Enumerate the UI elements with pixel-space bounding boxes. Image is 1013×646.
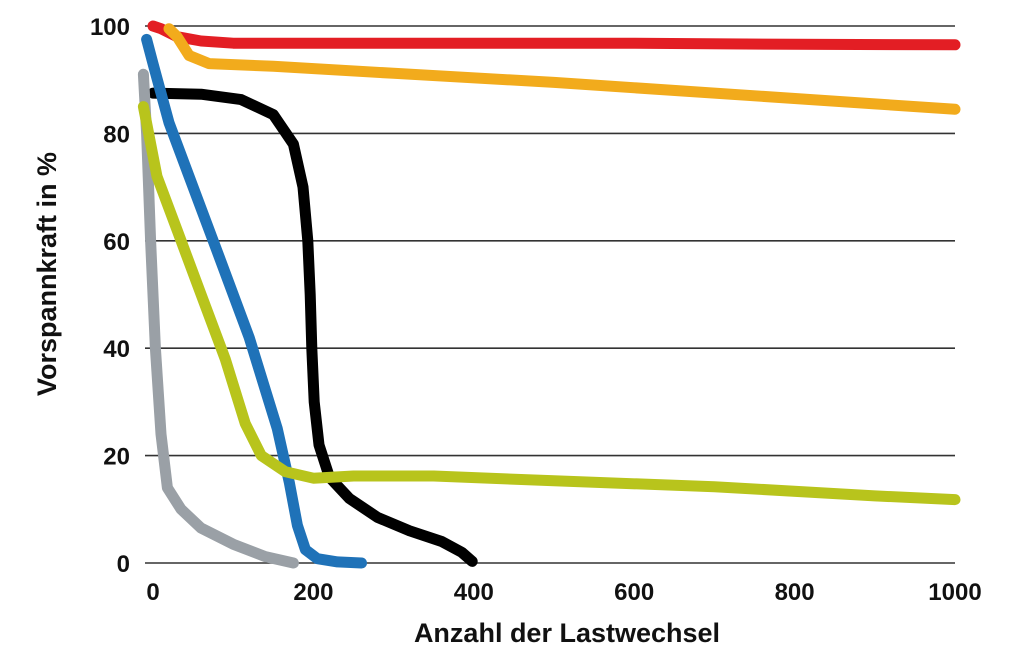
y-tick-label: 60 [103,229,130,256]
x-tick-label: 800 [775,579,815,606]
y-tick-label: 40 [103,336,130,363]
x-tick-labels: 0 200 400 600 800 1000 [146,579,981,606]
x-tick-label: 1000 [928,579,981,606]
y-tick-label: 100 [90,14,130,41]
x-tick-label: 0 [146,579,159,606]
series-line-6 [137,101,961,506]
y-tick-label: 0 [117,551,130,578]
y-tick-label: 80 [103,121,130,148]
series-line-3 [147,87,478,567]
series-line-4 [141,33,367,569]
y-tick-labels: 0 20 40 60 80 100 [90,14,130,578]
series-lines [137,20,961,569]
x-tick-label: 600 [614,579,654,606]
series-line-1 [147,20,961,51]
y-axis-label: Vorspannkraft in % [32,152,62,396]
x-axis-label: Anzahl der Lastwechsel [414,618,720,646]
x-tick-label: 200 [293,579,333,606]
series-line-2 [163,23,961,115]
y-tick-label: 20 [103,444,130,471]
series-line-5 [137,68,299,569]
x-tick-label: 400 [454,579,494,606]
